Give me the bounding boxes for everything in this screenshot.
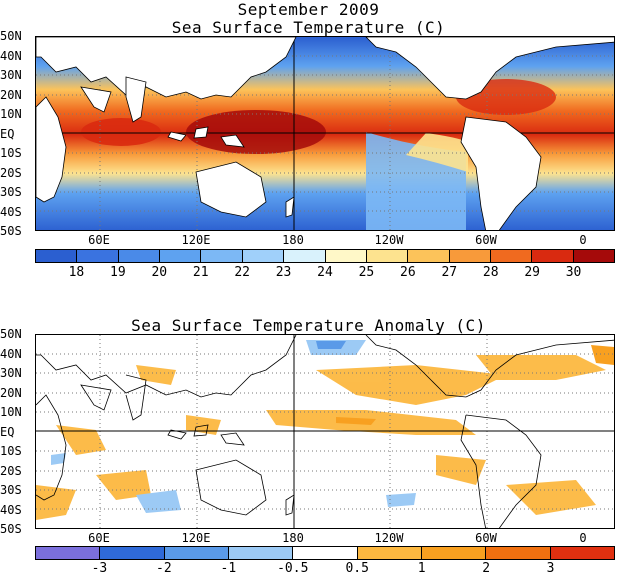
colorbar-label: -3 bbox=[91, 561, 108, 576]
colorbar-swatch bbox=[284, 250, 326, 262]
colorbar-label: 22 bbox=[234, 265, 250, 280]
colorbar-label: 18 bbox=[68, 265, 85, 280]
lat-label: 40N bbox=[0, 48, 22, 63]
sst-panel-title: Sea Surface Temperature (C) bbox=[171, 18, 446, 37]
colorbar-label: 24 bbox=[317, 265, 333, 280]
lat-label: EQ bbox=[0, 424, 15, 439]
lat-label: 50N bbox=[0, 327, 22, 341]
lat-label: 30N bbox=[0, 366, 22, 380]
lat-label: 40S bbox=[0, 204, 22, 219]
colorbar-swatch bbox=[421, 547, 487, 559]
sst-anomaly-map bbox=[35, 334, 615, 529]
colorbar-swatch bbox=[242, 250, 285, 262]
colorbar-label: 30 bbox=[565, 265, 582, 280]
colorbar-swatch bbox=[118, 250, 161, 262]
lon-label: 60E bbox=[88, 233, 110, 247]
colorbar-label: -1 bbox=[220, 561, 237, 576]
colorbar-swatch bbox=[160, 250, 202, 262]
colorbar-label: -0.5 bbox=[277, 561, 309, 576]
lon-label: 60E bbox=[88, 531, 110, 545]
lon-label: 0 bbox=[579, 531, 587, 545]
colorbar-label: 26 bbox=[400, 265, 416, 280]
lon-label: 120W bbox=[374, 233, 404, 247]
colorbar-swatch bbox=[228, 547, 294, 559]
lon-label: 180 bbox=[282, 531, 304, 545]
lat-label: 20S bbox=[0, 165, 22, 180]
sst-colorbar bbox=[35, 249, 615, 263]
lat-label: 20S bbox=[0, 463, 22, 478]
colorbar-swatch bbox=[164, 547, 229, 559]
colorbar-label: 21 bbox=[192, 265, 209, 280]
lon-label: 60W bbox=[475, 233, 497, 247]
colorbar-label: 2 bbox=[482, 561, 491, 576]
colorbar-swatch bbox=[490, 250, 533, 262]
colorbar-swatch bbox=[573, 250, 615, 262]
colorbar-label: 0.5 bbox=[345, 561, 369, 576]
colorbar-label: 3 bbox=[546, 561, 555, 576]
lon-label: 60W bbox=[475, 531, 497, 545]
colorbar-swatch bbox=[201, 250, 243, 262]
colorbar-swatch bbox=[449, 250, 491, 262]
lat-label: 30S bbox=[0, 185, 22, 199]
lat-label: 30S bbox=[0, 483, 22, 497]
colorbar-label: 1 bbox=[417, 561, 426, 576]
colorbar-swatch bbox=[532, 250, 574, 262]
lon-label: 120W bbox=[374, 531, 404, 545]
colorbar-swatch bbox=[325, 250, 367, 262]
lon-label: 120E bbox=[181, 233, 211, 247]
lat-label: 50S bbox=[0, 522, 22, 536]
colorbar-label: 19 bbox=[110, 265, 126, 280]
lon-label: 0 bbox=[579, 233, 587, 247]
colorbar-swatch bbox=[36, 250, 78, 262]
lat-label: 10N bbox=[0, 405, 22, 419]
colorbar-swatch bbox=[486, 547, 551, 559]
colorbar-swatch bbox=[77, 250, 119, 262]
colorbar-swatch bbox=[100, 547, 165, 559]
colorbar-swatch bbox=[357, 547, 422, 559]
colorbar-label: 28 bbox=[482, 265, 499, 280]
colorbar-swatch bbox=[408, 250, 450, 262]
figure-title: September 2009 bbox=[237, 0, 380, 19]
lat-label: 20N bbox=[0, 385, 22, 400]
lat-label: 50N bbox=[0, 29, 22, 43]
lat-label: 40S bbox=[0, 502, 22, 517]
colorbar-label: 25 bbox=[358, 265, 375, 280]
colorbar-swatch bbox=[366, 250, 409, 262]
lat-label: 10N bbox=[0, 107, 22, 121]
lat-label: 20N bbox=[0, 87, 22, 102]
lat-label: 10S bbox=[0, 444, 22, 458]
colorbar-label: 23 bbox=[275, 265, 292, 280]
lat-label: 10S bbox=[0, 146, 22, 160]
colorbar-swatch bbox=[293, 547, 358, 559]
lat-label: 40N bbox=[0, 346, 22, 361]
colorbar-swatch bbox=[550, 547, 614, 559]
lat-label: 50S bbox=[0, 224, 22, 238]
anomaly-colorbar bbox=[35, 546, 615, 560]
lon-label: 120E bbox=[181, 531, 211, 545]
sst-map bbox=[35, 36, 615, 231]
lat-label: EQ bbox=[0, 126, 15, 141]
lon-label: 180 bbox=[282, 233, 304, 247]
colorbar-label: 29 bbox=[524, 265, 540, 280]
colorbar-label: 20 bbox=[151, 265, 168, 280]
anomaly-panel-title: Sea Surface Temperature Anomaly (C) bbox=[131, 316, 486, 335]
colorbar-label: 27 bbox=[441, 265, 458, 280]
colorbar-swatch bbox=[36, 547, 101, 559]
colorbar-label: -2 bbox=[156, 561, 172, 576]
lat-label: 30N bbox=[0, 68, 22, 82]
